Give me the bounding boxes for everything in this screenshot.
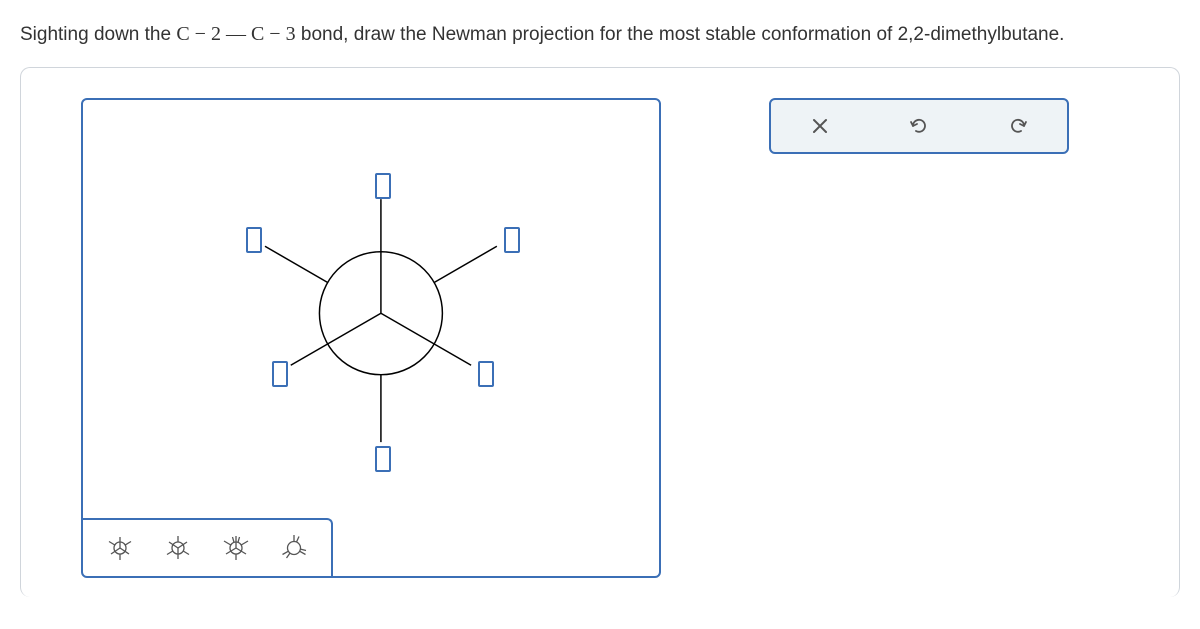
question-math: C − 2 — C − 3 bbox=[176, 23, 295, 45]
template-eclipsed-b[interactable] bbox=[279, 533, 309, 563]
back-substituent-2[interactable] bbox=[246, 227, 262, 253]
undo-icon bbox=[908, 115, 930, 137]
template-eclipsed-a[interactable] bbox=[221, 533, 251, 563]
control-toolbar bbox=[769, 98, 1069, 154]
back-substituent-1[interactable] bbox=[504, 227, 520, 253]
close-icon bbox=[811, 117, 829, 135]
redo-button[interactable] bbox=[1003, 111, 1033, 141]
template-staggered-a[interactable] bbox=[105, 533, 135, 563]
question-suffix: bond, draw the Newman projection for the… bbox=[301, 24, 1065, 45]
answer-panel bbox=[20, 67, 1180, 597]
drawing-canvas[interactable] bbox=[81, 98, 661, 578]
template-toolbar bbox=[83, 518, 333, 576]
question-text: Sighting down the C − 2 — C − 3 bond, dr… bbox=[20, 20, 1180, 49]
front-substituent-1[interactable] bbox=[478, 361, 494, 387]
undo-button[interactable] bbox=[904, 111, 934, 141]
redo-icon bbox=[1007, 115, 1029, 137]
question-prefix: Sighting down the bbox=[20, 24, 176, 45]
template-staggered-b[interactable] bbox=[163, 533, 193, 563]
back-substituent-0[interactable] bbox=[375, 446, 391, 472]
newman-projection bbox=[83, 100, 659, 576]
clear-button[interactable] bbox=[805, 111, 835, 141]
front-substituent-0[interactable] bbox=[375, 173, 391, 199]
front-substituent-2[interactable] bbox=[272, 361, 288, 387]
